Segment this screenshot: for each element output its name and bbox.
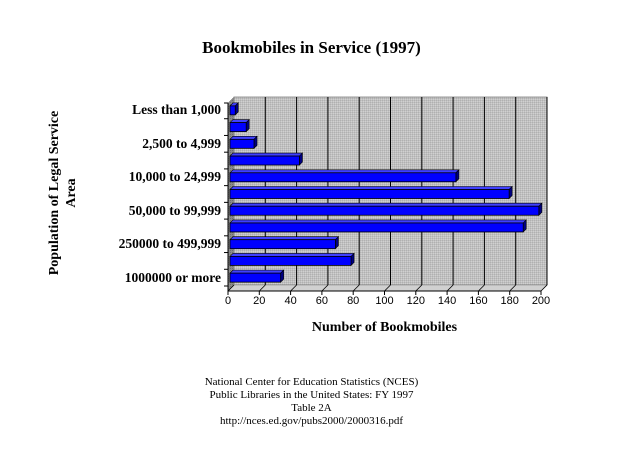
x-tick-label: 100 <box>375 295 394 307</box>
x-tick-label: 120 <box>406 295 425 307</box>
category-label: Less than 1,000 <box>132 102 221 118</box>
x-tick-label: 20 <box>253 295 266 307</box>
category-label: 250000 to 499,999 <box>118 236 221 252</box>
source-line-2: Public Libraries in the United States: F… <box>209 389 414 401</box>
x-tick-label: 40 <box>284 295 297 307</box>
x-tick-label: 160 <box>469 295 488 307</box>
chart-title: Bookmobiles in Service (1997) <box>202 38 421 57</box>
x-tick-label: 180 <box>500 295 519 307</box>
x-axis-label: Number of Bookmobiles <box>311 320 458 335</box>
x-tick-label: 0 <box>224 295 232 307</box>
source-line-1: National Center for Education Statistics… <box>204 376 419 388</box>
source-line-4: http://nces.ed.gov/pubs2000/2000316.pdf <box>219 415 403 427</box>
source-note: National Center for Education Statistics… <box>0 376 623 428</box>
category-label: 10,000 to 24,999 <box>128 169 221 185</box>
x-tick-label: 140 <box>437 295 457 307</box>
category-label: 2,500 to 4,999 <box>142 135 221 151</box>
x-tick-label: 200 <box>531 295 551 307</box>
category-label: 50,000 to 99,999 <box>128 202 221 218</box>
x-tick-label: 60 <box>315 295 329 307</box>
source-line-3: Table 2A <box>291 402 332 414</box>
category-label: 1000000 or more <box>124 269 221 285</box>
x-tick-label: 80 <box>347 295 360 307</box>
